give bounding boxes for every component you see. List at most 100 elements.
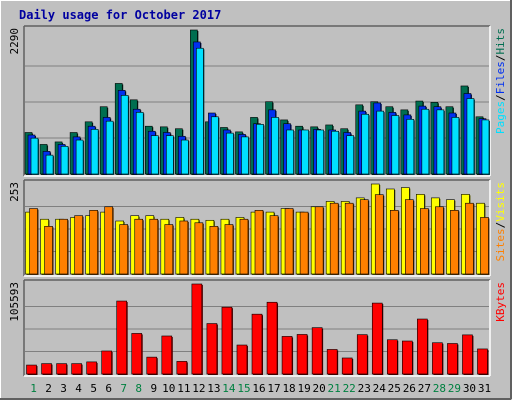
bar-pages — [30, 137, 39, 175]
bar-sites — [209, 226, 219, 275]
bar-sites — [59, 218, 68, 275]
y-max-label: 105593 — [8, 282, 21, 322]
x-tick-label: 27 — [418, 382, 431, 395]
bar-kbytes — [41, 363, 52, 375]
bar-pages — [316, 129, 324, 175]
y-max-label: 2290 — [8, 28, 21, 55]
bar-kbytes — [86, 361, 97, 375]
bar-sites — [480, 217, 489, 275]
x-tick-label: 5 — [90, 382, 97, 395]
bar-pages — [286, 129, 294, 175]
x-tick-label: 12 — [192, 382, 205, 395]
x-tick-label: 3 — [60, 382, 67, 395]
bar-kbytes — [146, 356, 158, 375]
bar-kbytes — [56, 363, 67, 375]
bar-kbytes — [462, 334, 473, 375]
bar-pages — [166, 135, 174, 175]
bar-sites — [299, 211, 309, 275]
bar-kbytes — [371, 302, 383, 375]
bar-sites — [179, 220, 189, 275]
legend-entry: Sites — [494, 228, 507, 261]
x-tick-label: 8 — [135, 382, 142, 395]
x-tick-label: 4 — [75, 382, 82, 395]
legend-entry: Files — [494, 61, 507, 94]
bar-kbytes — [71, 363, 82, 375]
bar-kbytes — [176, 361, 188, 375]
bar-pages — [451, 117, 460, 175]
bar-sites — [450, 210, 459, 275]
legend-entry: KBytes — [494, 282, 507, 322]
bar-kbytes — [116, 300, 128, 375]
legend: Pages/Files/Hits — [494, 28, 507, 134]
bar-pages — [361, 113, 370, 175]
x-tick-label: 1 — [30, 382, 37, 395]
bar-kbytes — [221, 306, 233, 375]
bar-kbytes — [26, 364, 37, 375]
bar-pages — [226, 132, 234, 175]
bar-pages — [301, 129, 309, 175]
x-tick-label: 30 — [463, 382, 476, 395]
panel-visits_sites: 253 Sites/Visits — [8, 179, 507, 277]
x-tick-label: 24 — [373, 382, 387, 395]
bar-sites — [389, 210, 399, 275]
x-tick-label: 22 — [343, 382, 356, 395]
bar-sites — [29, 208, 38, 275]
bar-kbytes — [386, 339, 398, 375]
bar-sites — [44, 226, 53, 275]
bar-pages — [196, 47, 204, 175]
bar-pages — [406, 118, 415, 175]
bar-sites — [329, 202, 339, 275]
x-tick-label: 15 — [237, 382, 250, 395]
x-tick-label: 19 — [297, 382, 310, 395]
bar-sites — [134, 218, 144, 275]
legend-entry: Hits — [494, 28, 507, 55]
legend-separator: / — [494, 94, 507, 101]
x-tick-label: 10 — [162, 382, 175, 395]
bar-kbytes — [356, 334, 368, 375]
bar-sites — [119, 224, 129, 275]
bar-kbytes — [311, 327, 323, 375]
bar-pages — [211, 116, 219, 175]
bar-sites — [239, 218, 249, 275]
bar-pages — [421, 108, 430, 175]
x-tick-label: 7 — [120, 382, 127, 395]
x-tick-label: 20 — [313, 382, 326, 395]
x-tick-label: 9 — [150, 382, 157, 395]
bar-pages — [135, 112, 144, 175]
bar-sites — [164, 224, 174, 275]
x-tick-label: 28 — [433, 382, 446, 395]
bar-kbytes — [417, 318, 428, 375]
x-tick-label: 26 — [403, 382, 416, 395]
bar-pages — [331, 130, 339, 175]
bar-sites — [224, 224, 234, 275]
bar-pages — [90, 129, 99, 175]
bar-kbytes — [206, 323, 218, 375]
bar-kbytes — [281, 336, 293, 375]
bar-sites — [435, 206, 444, 275]
legend: Sites/Visits — [494, 182, 507, 262]
bar-kbytes — [191, 283, 203, 375]
bar-pages — [150, 135, 159, 175]
bar-pages — [466, 98, 475, 175]
bar-sites — [314, 206, 324, 275]
bar-sites — [269, 215, 279, 275]
x-tick-label: 13 — [207, 382, 220, 395]
bar-pages — [120, 95, 129, 175]
bar-sites — [104, 206, 113, 275]
x-tick-label: 2 — [45, 382, 52, 395]
bar-sites — [194, 222, 204, 275]
chart-panels: 2290Pages/Files/Hits253Sites/Visits10559… — [8, 25, 507, 377]
bar-kbytes — [432, 342, 443, 375]
bar-pages — [271, 117, 279, 175]
bar-sites — [284, 208, 294, 275]
legend-separator: / — [494, 55, 507, 62]
x-axis-day-labels: 1 2 3 4 5 6 7 8 9 10 11 12 13 14 15 16 17 18 19 20 21 22 23 24 2… — [30, 382, 491, 395]
legend-separator: / — [494, 222, 507, 229]
x-tick-label: 29 — [448, 382, 461, 395]
legend-entry: Visits — [494, 182, 507, 222]
legend-entry: Pages — [494, 101, 507, 134]
bar-pages — [75, 139, 84, 175]
x-tick-label: 6 — [105, 382, 112, 395]
